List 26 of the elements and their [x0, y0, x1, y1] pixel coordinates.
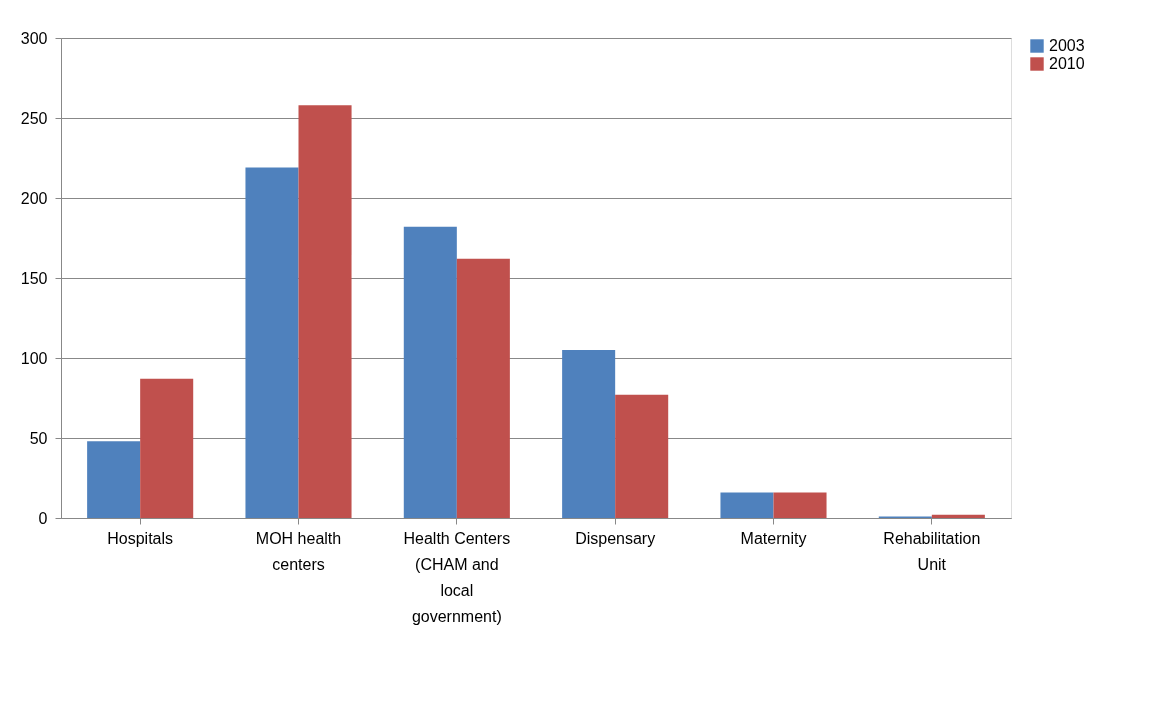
bar [720, 492, 774, 518]
y-tick-label: 300 [20, 29, 48, 47]
legend-label: 2010 [1049, 55, 1085, 72]
x-tick-label: Maternity [740, 529, 807, 547]
x-tick-label: Rehabilitation Unit [883, 529, 981, 573]
x-tick-label: Health Centers (CHAM and local government) [403, 529, 511, 625]
x-tick-label: MOH health centers [255, 529, 342, 573]
y-tick-label: 200 [20, 189, 48, 207]
bar [403, 226, 457, 518]
y-tick-label: 150 [20, 269, 48, 287]
bar [615, 394, 669, 518]
bar [456, 258, 510, 518]
bar [298, 105, 352, 518]
bar [245, 167, 299, 518]
bar [140, 378, 194, 518]
bar [931, 514, 985, 518]
legend-label: 2003 [1049, 37, 1085, 54]
x-tick-label: Dispensary [575, 529, 656, 547]
y-tick-label: 250 [20, 109, 48, 127]
bar [773, 492, 827, 518]
y-tick-label: 50 [29, 429, 48, 447]
x-tick-label: Hospitals [107, 529, 174, 547]
y-tick-label: 0 [38, 509, 48, 527]
bar [562, 350, 616, 518]
bar [87, 441, 141, 518]
y-tick-label: 100 [20, 349, 48, 367]
